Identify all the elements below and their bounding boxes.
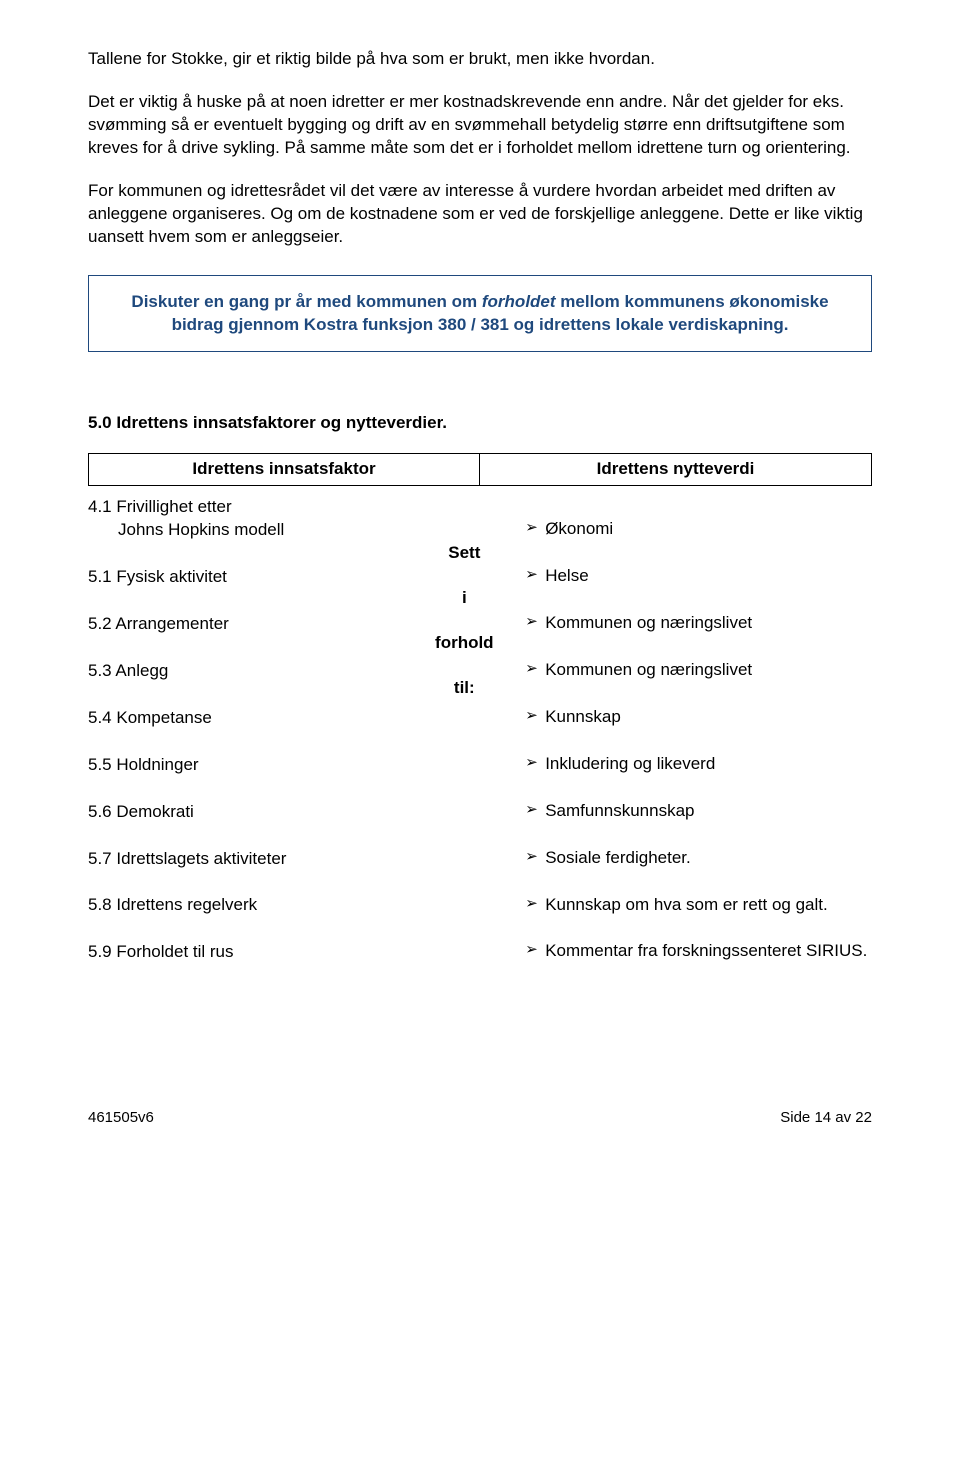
right-row-text: Helse <box>545 565 872 588</box>
footer-left: 461505v6 <box>88 1108 154 1128</box>
two-column-body: 4.1 Frivillighet etter Johns Hopkins mod… <box>88 496 872 988</box>
right-row-text: Samfunnskunnskap <box>545 800 872 823</box>
bullet-arrow-icon: ➢ <box>525 659 545 679</box>
bullet-arrow-icon: ➢ <box>525 940 545 960</box>
right-row-text: Økonomi <box>545 518 872 541</box>
section-title: 5.0 Idrettens innsatsfaktorer og nytteve… <box>88 412 872 435</box>
middle-column: Sett i forhold til: <box>409 496 519 988</box>
list-item: 5.9 Forholdet til rus <box>88 941 403 964</box>
mid-word: Sett <box>409 542 519 565</box>
page-footer: 461505v6 Side 14 av 22 <box>88 1108 872 1128</box>
list-item: 5.5 Holdninger <box>88 754 403 777</box>
list-item: 4.1 Frivillighet etter Johns Hopkins mod… <box>88 496 403 542</box>
header-right: Idrettens nytteverdi <box>480 454 871 485</box>
list-item: ➢ Inkludering og likeverd <box>525 753 872 776</box>
list-item: 5.3 Anlegg <box>88 660 403 683</box>
mid-word: forhold <box>409 632 519 655</box>
list-item: 5.7 Idrettslagets aktiviteter <box>88 848 403 871</box>
left-column: 4.1 Frivillighet etter Johns Hopkins mod… <box>88 496 409 988</box>
bullet-arrow-icon: ➢ <box>525 800 545 820</box>
table-header-row: Idrettens innsatsfaktor Idrettens nyttev… <box>88 453 872 486</box>
right-row-text: Kunnskap om hva som er rett og galt. <box>545 894 872 917</box>
list-item: 5.1 Fysisk aktivitet <box>88 566 403 589</box>
list-item: ➢ Kommunen og næringslivet <box>525 612 872 635</box>
list-item: ➢ Kunnskap om hva som er rett og galt. <box>525 894 872 917</box>
list-item: ➢ Kommunen og næringslivet <box>525 659 872 682</box>
list-item: ➢ Sosiale ferdigheter. <box>525 847 872 870</box>
list-item: ➢ Samfunnskunnskap <box>525 800 872 823</box>
bullet-arrow-icon: ➢ <box>525 706 545 726</box>
list-item: ➢ Kunnskap <box>525 706 872 729</box>
mid-word: i <box>409 587 519 610</box>
header-left: Idrettens innsatsfaktor <box>89 454 480 485</box>
callout-pre: Diskuter en gang pr år med kommunen om <box>131 292 481 311</box>
right-row-text: Inkludering og likeverd <box>545 753 872 776</box>
list-item: 5.4 Kompetanse <box>88 707 403 730</box>
footer-right: Side 14 av 22 <box>780 1108 872 1128</box>
right-row-text: Kunnskap <box>545 706 872 729</box>
right-column: ➢ Økonomi ➢ Helse ➢ Kommunen og næringsl… <box>519 496 872 988</box>
paragraph-3: For kommunen og idrettesrådet vil det væ… <box>88 180 872 249</box>
bullet-arrow-icon: ➢ <box>525 518 545 538</box>
mid-word: til: <box>409 677 519 700</box>
bullet-arrow-icon: ➢ <box>525 565 545 585</box>
right-row-text: Sosiale ferdigheter. <box>545 847 872 870</box>
bullet-arrow-icon: ➢ <box>525 612 545 632</box>
bullet-arrow-icon: ➢ <box>525 894 545 914</box>
list-item: ➢ Kommentar fra forskningssenteret SIRIU… <box>525 940 872 963</box>
paragraph-1: Tallene for Stokke, gir et riktig bilde … <box>88 48 872 71</box>
list-item: ➢ Helse <box>525 565 872 588</box>
paragraph-2: Det er viktig å huske på at noen idrette… <box>88 91 872 160</box>
list-item: ➢ Økonomi <box>525 518 872 541</box>
left-row-label: 4.1 Frivillighet etter <box>88 496 403 519</box>
callout-italic: forholdet <box>482 292 556 311</box>
right-row-text: Kommentar fra forskningssenteret SIRIUS. <box>545 940 872 963</box>
bullet-arrow-icon: ➢ <box>525 847 545 867</box>
right-row-text: Kommunen og næringslivet <box>545 659 872 682</box>
bullet-arrow-icon: ➢ <box>525 753 545 773</box>
list-item: 5.2 Arrangementer <box>88 613 403 636</box>
right-row-text: Kommunen og næringslivet <box>545 612 872 635</box>
callout-box: Diskuter en gang pr år med kommunen om f… <box>88 275 872 353</box>
list-item: 5.8 Idrettens regelverk <box>88 894 403 917</box>
list-item: 5.6 Demokrati <box>88 801 403 824</box>
left-row-sub: Johns Hopkins modell <box>88 519 403 542</box>
